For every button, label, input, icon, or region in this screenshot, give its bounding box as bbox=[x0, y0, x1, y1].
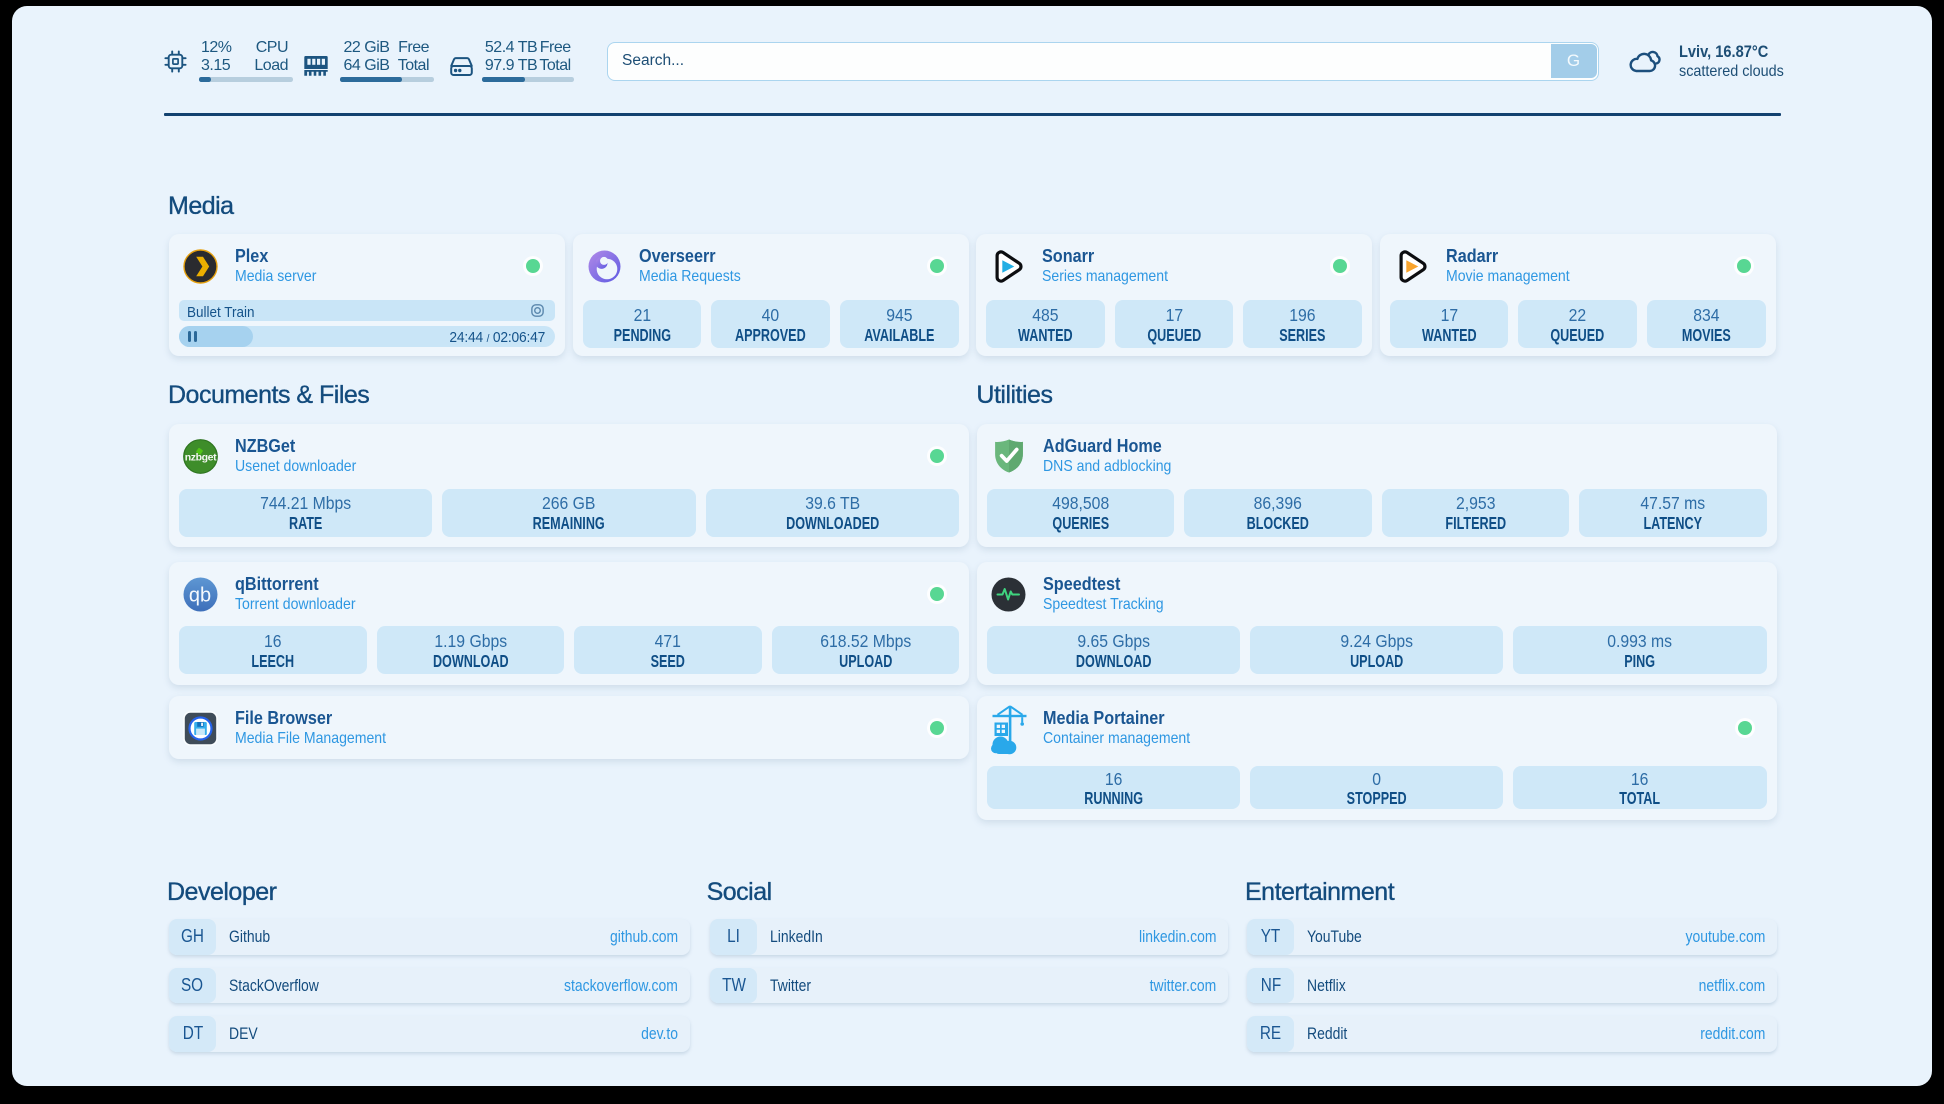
svg-text:qb: qb bbox=[189, 584, 211, 606]
svg-text:nzbget: nzbget bbox=[185, 451, 217, 463]
